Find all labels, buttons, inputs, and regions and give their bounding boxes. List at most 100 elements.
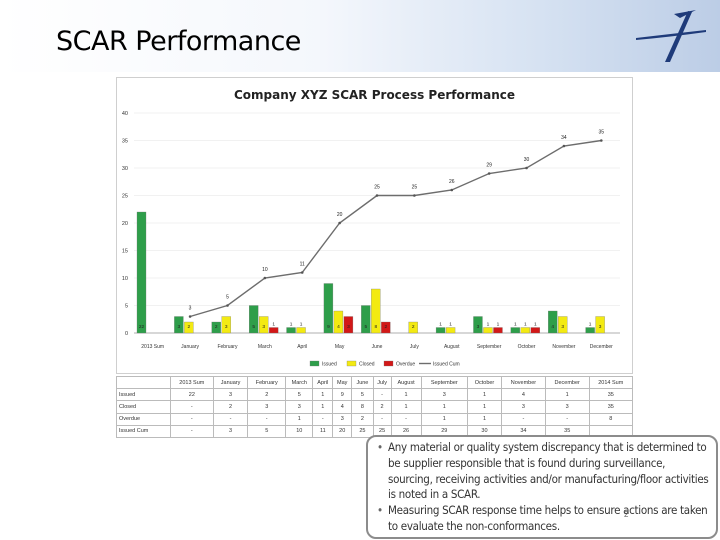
table-row-header: Issued Cum [116, 424, 171, 439]
y-tick-label: 40 [122, 111, 128, 117]
table-cell: - [501, 412, 546, 426]
bar-closed [558, 316, 568, 334]
bar-data-label: 3 [178, 324, 181, 330]
line-point [487, 172, 491, 175]
bar-data-label: 2 [412, 324, 415, 330]
table-column-header: January [212, 375, 249, 390]
bar-issued [323, 283, 334, 334]
table-column-header: September [420, 375, 468, 390]
table-cell: 4 [501, 388, 546, 402]
table-cell: - [372, 412, 392, 426]
legend-label: Overdue [396, 362, 415, 368]
x-tick-label: 2013 Sum [141, 344, 164, 350]
y-tick-label: 25 [122, 194, 128, 200]
table-column-header: October [466, 375, 503, 390]
table-cell: - [390, 412, 422, 426]
table-cell: 2 [351, 412, 374, 426]
table-row-header: Closed [116, 400, 171, 414]
table-cell: 1 [390, 400, 422, 414]
bar-issued [211, 321, 221, 334]
bar-data-label: 1 [300, 322, 303, 328]
table-cell: 1 [420, 412, 468, 426]
bar-issued [174, 316, 184, 334]
line-data-label: 11 [300, 262, 305, 268]
x-tick-label: April [297, 344, 307, 350]
table-row-header: Overdue [116, 412, 171, 426]
table-cell: 8 [588, 412, 634, 426]
x-tick-label: June [372, 344, 383, 350]
bar-issued [510, 327, 520, 334]
bar-overdue [530, 327, 540, 334]
bar-issued [136, 211, 147, 334]
table-cell: 5 [247, 424, 287, 439]
x-tick-label: July [410, 344, 419, 350]
bar-data-label: 2 [384, 324, 387, 330]
bar-data-label: 1 [534, 322, 537, 328]
line-data-label: 10 [262, 267, 268, 273]
bar-data-label: 1 [290, 322, 293, 328]
table-column-header: November [501, 375, 546, 390]
bar-data-label: 2 [215, 324, 218, 330]
bar-overdue [493, 327, 503, 334]
table-cell: - [312, 412, 334, 426]
line-data-label: 25 [412, 185, 418, 191]
bar-data-label: 1 [487, 322, 490, 328]
table-cell: 35 [588, 400, 634, 414]
header-band [0, 0, 720, 72]
bar-closed [184, 321, 194, 334]
line-point [525, 166, 528, 170]
bar-issued [249, 305, 259, 334]
bar-closed [520, 327, 530, 334]
line-point [263, 276, 267, 280]
bar-data-label: 1 [497, 322, 500, 328]
line-data-label: 34 [561, 135, 567, 141]
bar-closed [333, 310, 344, 334]
line-data-label: 29 [486, 163, 492, 169]
table-cell: 4 [332, 400, 353, 414]
table-column-header: December [544, 375, 590, 390]
bar-closed [259, 316, 269, 334]
table-cell: 5 [285, 388, 314, 402]
table-cell: 1 [312, 388, 334, 402]
table-cell: - [247, 412, 287, 426]
line-data-label: 3 [189, 306, 192, 312]
x-tick-label: March [258, 344, 272, 350]
line-point [450, 188, 454, 192]
table-row: Closed -2 3 3 1 4 8 2 1 1 1 3 3 35 [116, 400, 634, 414]
x-tick-label: September [477, 344, 502, 350]
table-column-header: June [351, 375, 374, 390]
line-point [600, 139, 603, 142]
bar-data-label: 3 [262, 324, 265, 330]
bar-data-label: 3 [599, 324, 602, 330]
bar-data-label: 22 [139, 324, 145, 330]
y-tick-label: 5 [125, 304, 128, 310]
table-cell: 1 [390, 388, 422, 402]
table-cell: 3 [420, 388, 468, 402]
table-cell: 25 [351, 424, 374, 439]
legend-label: Issued Cum [433, 362, 460, 368]
bar-data-label: 1 [272, 322, 275, 328]
bar-data-label: 5 [252, 324, 255, 330]
line-issued-cum [189, 139, 602, 318]
bar-data-label: 4 [337, 324, 340, 330]
company-logo [636, 10, 706, 62]
line-data-label: 5 [226, 295, 229, 301]
bar-data-label: 1 [439, 322, 442, 328]
table-cell: 5 [351, 388, 374, 402]
table-cell: - [212, 412, 249, 426]
bar-data-label: 1 [514, 322, 517, 328]
table-column-header: May [332, 375, 353, 390]
table-column-header: 2014 Sum [588, 375, 634, 390]
bar-closed [483, 327, 493, 334]
line-point [338, 221, 341, 225]
table-cell: 3 [212, 388, 249, 402]
table-cell: 1 [466, 388, 503, 402]
table-cell: 1 [544, 388, 590, 402]
bar-overdue [269, 327, 279, 334]
y-tick-label: 20 [122, 221, 128, 227]
table-row: Issued Cum -3 5 10 11 20 25 25 26 29 30 34 35 [116, 424, 634, 439]
table-column-header: March [285, 375, 314, 390]
legend-label: Issued [322, 362, 337, 368]
table-row-header: Issued [116, 388, 171, 402]
